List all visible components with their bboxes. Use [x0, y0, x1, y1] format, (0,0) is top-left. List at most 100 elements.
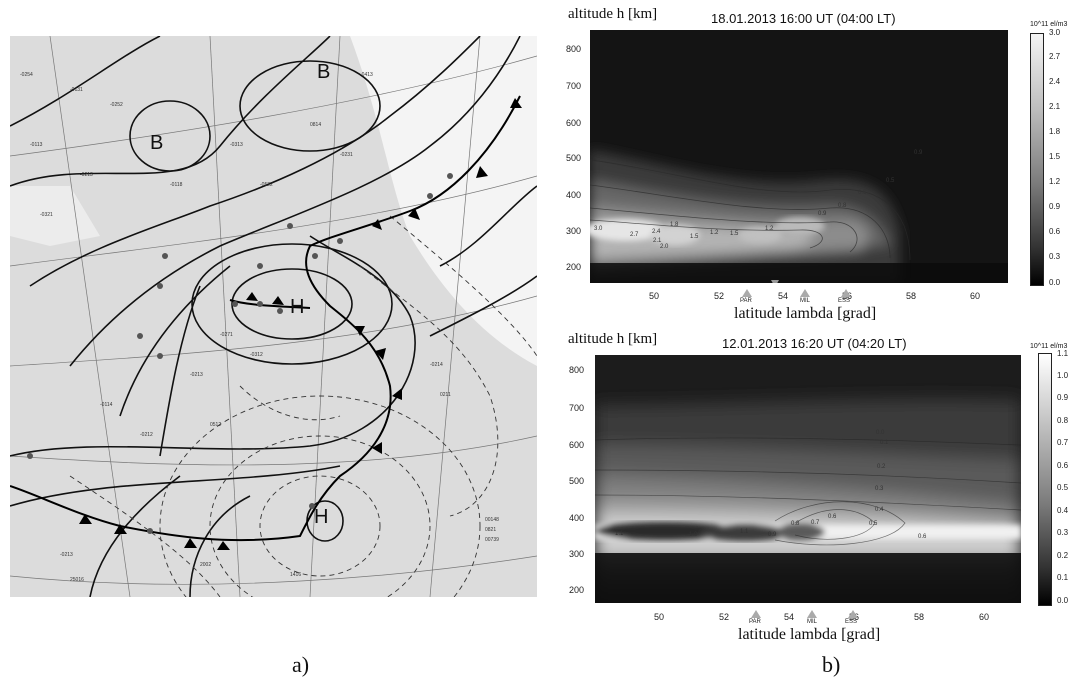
top-cb-tick: 1.8 [1049, 127, 1061, 136]
top-colorbar-unit: 10^11 el/m3 [1030, 21, 1068, 28]
top-station-mil: MIL [800, 298, 811, 304]
svg-text:0211: 0211 [440, 392, 451, 398]
contour-label: 0.2 [877, 464, 886, 470]
top-cb-tick: 0.6 [1049, 227, 1061, 236]
bottom-cb-tick: 0.0 [1057, 596, 1069, 605]
top-xtick: 50 [649, 291, 660, 301]
svg-text:-0213: -0213 [60, 552, 73, 558]
top-station-marker-ess [841, 289, 851, 297]
bottom-plot-xlabel: latitude lambda [grad] [738, 626, 881, 643]
contour-label: 0.8 [791, 521, 800, 527]
svg-text:-0118: -0118 [170, 182, 183, 188]
svg-text:-0254: -0254 [20, 72, 33, 78]
contour-label: 0.5 [886, 178, 895, 184]
top-station-marker-mil [800, 289, 810, 297]
bottom-density-plot: 0.0 0.1 0.2 0.3 0.4 0.6 0.8 0.9 0.7 1.1 … [594, 355, 1022, 603]
top-station-marker-par [742, 289, 752, 297]
bottom-cb-tick: 0.1 [1057, 573, 1069, 582]
bottom-cb-tick: 0.8 [1057, 416, 1069, 425]
top-station-par: PAR [740, 298, 752, 304]
top-ytick: 500 [566, 153, 582, 163]
svg-text:0821: 0821 [485, 527, 496, 533]
bottom-cb-tick: 0.3 [1057, 528, 1069, 537]
contour-label: 2.1 [653, 238, 662, 244]
top-xtick: 54 [778, 291, 789, 301]
svg-text:-0213: -0213 [190, 372, 203, 378]
contour-label: 0.7 [811, 520, 820, 526]
top-xtick: 60 [970, 291, 981, 301]
contour-label: 0.1 [880, 440, 889, 446]
top-ytick: 300 [566, 226, 582, 236]
bottom-xtick: 54 [784, 612, 795, 622]
bottom-xtick: 58 [914, 612, 925, 622]
bottom-cb-tick: 1.1 [1057, 349, 1069, 358]
svg-text:-0252: -0252 [110, 102, 123, 108]
top-ytick: 200 [566, 262, 582, 272]
top-ytick: 800 [566, 44, 582, 54]
contour-label: 1.2 [710, 230, 719, 236]
bottom-ytick: 700 [569, 403, 585, 413]
contour-label: 0.0 [876, 430, 885, 436]
bottom-plot-title: 12.01.2013 16:20 UT (04:20 LT) [722, 336, 907, 351]
contour-label: 1.2 [765, 226, 774, 232]
bottom-xtick: 50 [654, 612, 665, 622]
contour-label: 0.6 [828, 514, 837, 520]
bottom-ytick: 600 [569, 440, 585, 450]
svg-text:-0214: -0214 [430, 362, 443, 368]
svg-text:-0114: -0114 [100, 402, 113, 408]
svg-text:-0212: -0212 [140, 432, 153, 438]
bottom-cb-tick: 0.4 [1057, 506, 1069, 515]
contour-label: 0.9 [818, 211, 827, 217]
bottom-station-par: PAR [749, 619, 761, 625]
bottom-xtick: 60 [979, 612, 990, 622]
contour-label: 2.4 [652, 229, 661, 235]
contour-label: 2.0 [660, 244, 669, 250]
bottom-cb-tick: 0.6 [1057, 461, 1069, 470]
contour-label: 1.5 [690, 234, 699, 240]
svg-text:-0113: -0113 [30, 142, 43, 148]
top-cb-tick: 3.0 [1049, 28, 1061, 37]
bottom-xtick: 52 [719, 612, 730, 622]
contour-label: 1.8 [670, 222, 679, 228]
contour-label: 0.5 [869, 521, 878, 527]
contour-label: 0.4 [875, 507, 884, 513]
bottom-colorbar [1038, 353, 1052, 606]
svg-text:25016: 25016 [70, 577, 84, 583]
top-station-ess: ESS [838, 298, 851, 304]
top-cb-tick: 0.0 [1049, 278, 1061, 287]
weather-map: -0254 -0131 -0252 -0113 -0213 -0321 -0313 -05… [10, 36, 537, 597]
top-cb-tick: 0.9 [1049, 202, 1061, 211]
top-plot-xlabel: latitude lambda [grad] [734, 305, 877, 322]
contour-label: 0.6 [918, 534, 927, 540]
bottom-ytick: 200 [569, 585, 585, 595]
top-cb-tick: 2.1 [1049, 102, 1061, 111]
top-ytick: 700 [566, 81, 582, 91]
bottom-ytick: 800 [569, 365, 585, 375]
svg-text:2002: 2002 [200, 562, 211, 568]
svg-text:-0522: -0522 [260, 182, 273, 188]
top-ytick: 400 [566, 190, 582, 200]
top-cb-tick: 2.7 [1049, 52, 1061, 61]
top-cb-tick: 2.4 [1049, 77, 1061, 86]
top-cb-tick: 1.2 [1049, 177, 1061, 186]
bottom-ytick: 500 [569, 476, 585, 486]
contour-label: 3.0 [594, 226, 603, 232]
svg-text:0814: 0814 [310, 122, 321, 128]
top-cb-tick: 0.3 [1049, 252, 1061, 261]
bottom-station-marker-par [751, 610, 761, 618]
top-plot-ylabel: altitude h [km] [568, 6, 658, 22]
svg-text:-0413: -0413 [360, 72, 373, 78]
map-letter-h-centre: H [290, 296, 304, 318]
bottom-cb-tick: 0.5 [1057, 483, 1069, 492]
top-colorbar [1030, 33, 1044, 286]
map-letter-b-west: B [150, 132, 163, 154]
top-xtick: 58 [906, 291, 917, 301]
bottom-cb-tick: 0.7 [1057, 438, 1069, 447]
bottom-cb-tick: 1.0 [1057, 371, 1069, 380]
top-xtick: 52 [714, 291, 725, 301]
bottom-station-ess: ESS [845, 619, 858, 625]
bottom-colorbar-unit: 10^11 el/m3 [1030, 343, 1068, 350]
top-cb-tick: 1.5 [1049, 152, 1061, 161]
weather-map-svg: -0254 -0131 -0252 -0113 -0213 -0321 -0313 -05… [10, 36, 537, 597]
top-density-plot: 3.0 2.7 2.4 2.1 2.0 1.8 1.5 1.2 1.5 1.2 … [585, 30, 1008, 287]
